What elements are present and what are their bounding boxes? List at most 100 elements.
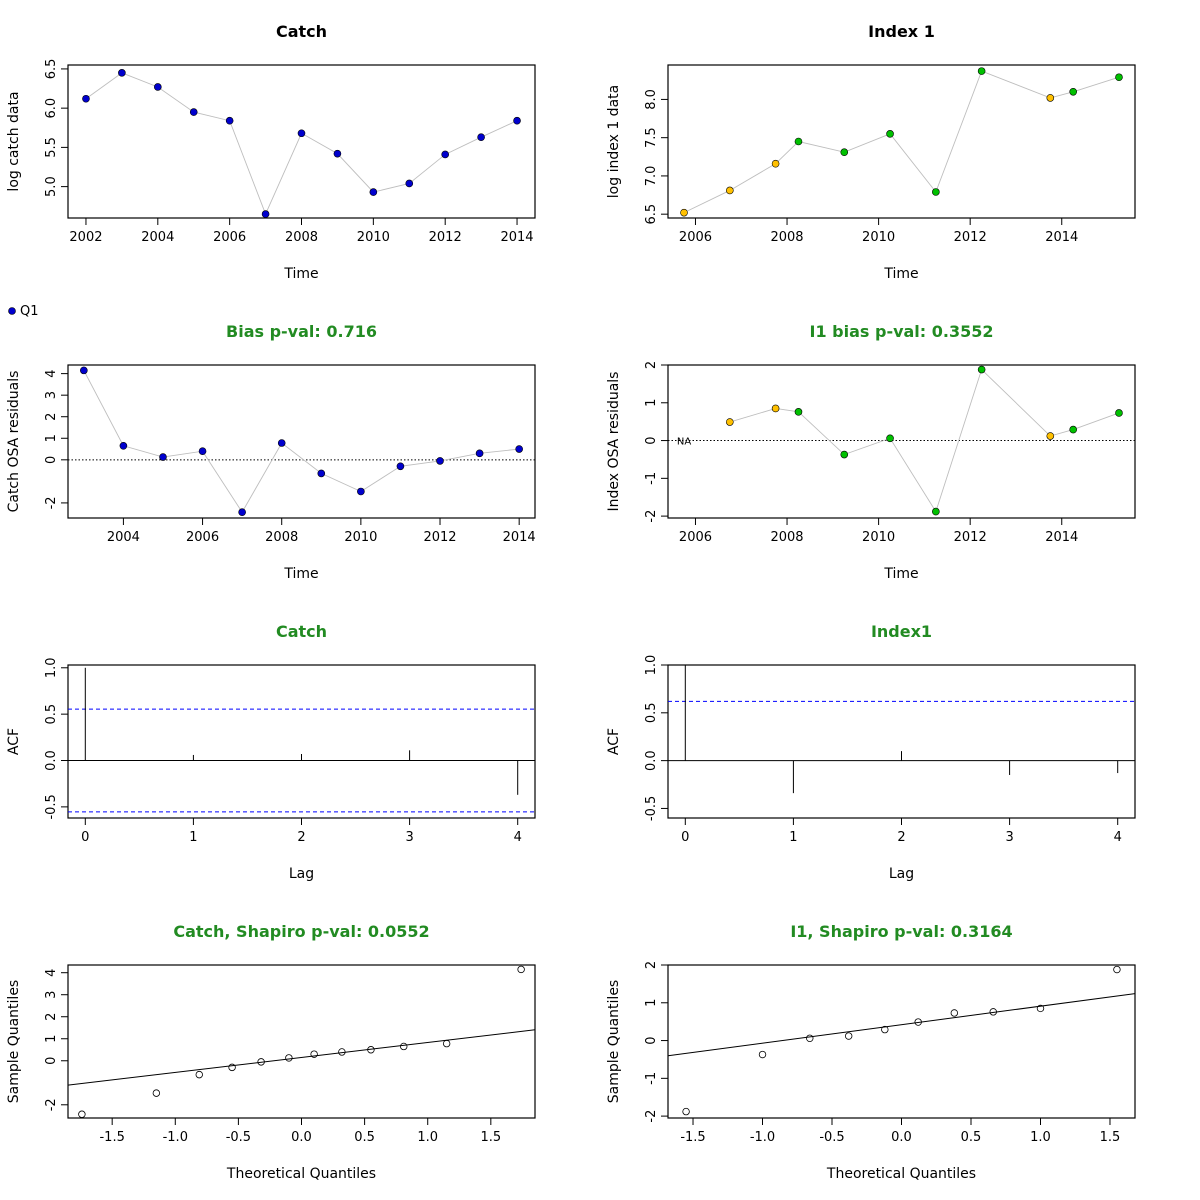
data-point xyxy=(369,188,378,196)
panel-title: Index1 xyxy=(871,622,932,641)
data-point xyxy=(367,1046,375,1054)
x-axis-label: Lag xyxy=(289,866,314,882)
data-point xyxy=(1115,73,1123,82)
data-point xyxy=(238,508,246,516)
x-tick-label: 2008 xyxy=(285,230,318,245)
y-axis-label: ACF xyxy=(6,728,22,755)
y-tick-label: 2 xyxy=(644,961,659,969)
data-point xyxy=(517,965,525,974)
data-point xyxy=(338,1048,346,1056)
x-tick-label: 0 xyxy=(681,830,689,845)
x-axis-label: Time xyxy=(283,266,318,282)
x-axis-label: Theoretical Quantiles xyxy=(826,1166,976,1182)
data-layer xyxy=(668,665,1135,794)
data-point xyxy=(118,69,126,77)
y-tick-label: 2 xyxy=(644,361,659,369)
data-point xyxy=(189,108,198,116)
x-tick-label: 2006 xyxy=(679,530,712,545)
data-point xyxy=(680,208,688,217)
y-tick-label: 1 xyxy=(44,1035,59,1043)
x-tick-label: 2010 xyxy=(357,230,390,245)
x-tick-label: 2014 xyxy=(500,230,533,245)
x-tick-label: -1.5 xyxy=(680,1130,705,1145)
data-point xyxy=(1036,1004,1045,1013)
x-tick-label: 0.5 xyxy=(354,1130,375,1145)
y-tick-label: 0 xyxy=(44,1057,59,1065)
y-tick-label: 0.0 xyxy=(44,750,59,771)
data-point xyxy=(82,94,90,103)
data-point xyxy=(1046,432,1055,440)
x-tick-label: -0.5 xyxy=(819,1130,844,1145)
x-axis-label: Time xyxy=(883,266,918,282)
na-label: NA xyxy=(677,437,691,448)
x-axis-label: Time xyxy=(883,566,918,582)
plot-frame xyxy=(67,364,536,519)
plot-frame xyxy=(667,664,1136,819)
panel-title: Catch xyxy=(276,622,327,641)
data-point xyxy=(950,1009,959,1017)
x-tick-label: 3 xyxy=(1005,830,1013,845)
data-point xyxy=(285,1054,293,1062)
panel-title: I1, Shapiro p-val: 0.3164 xyxy=(790,922,1012,941)
x-tick-label: -0.5 xyxy=(226,1130,251,1145)
data-point xyxy=(152,1089,161,1097)
x-tick-label: 4 xyxy=(514,830,522,845)
data-point xyxy=(914,1018,922,1026)
data-point xyxy=(310,1050,318,1058)
data-point xyxy=(932,188,940,196)
series-line xyxy=(683,70,1120,214)
x-tick-label: 2014 xyxy=(1045,230,1078,245)
data-point xyxy=(886,130,894,138)
x-tick-label: 0.0 xyxy=(291,1130,312,1145)
data-layer xyxy=(68,366,535,516)
y-tick-label: 1 xyxy=(44,434,59,442)
data-point xyxy=(257,1058,265,1066)
data-point xyxy=(277,439,286,447)
data-point xyxy=(297,129,306,138)
panel-catch-acf: Catch 0 1 2 3 4 -0.5 0.0 0.5 1.0 Lag ACF xyxy=(6,622,536,882)
y-tick-label: 4 xyxy=(44,969,59,977)
y-axis-label: Catch OSA residuals xyxy=(6,371,22,513)
data-point xyxy=(515,445,523,453)
y-tick-label: 1 xyxy=(644,399,659,407)
data-point xyxy=(806,1034,814,1042)
x-tick-label: 0 xyxy=(81,830,89,845)
data-layer: NA xyxy=(668,365,1135,516)
data-point xyxy=(881,1025,889,1034)
data-point xyxy=(840,148,849,157)
y-tick-label: 1 xyxy=(644,999,659,1007)
y-tick-label: -2 xyxy=(44,1098,59,1111)
x-tick-label: -1.0 xyxy=(750,1130,775,1145)
data-point xyxy=(794,408,803,416)
data-point xyxy=(80,366,88,375)
plot-frame xyxy=(67,964,536,1119)
x-tick-label: 2008 xyxy=(770,530,803,545)
panel-title: I1 bias p-val: 0.3552 xyxy=(810,322,994,341)
x-tick-label: 1.5 xyxy=(480,1130,501,1145)
data-layer xyxy=(82,69,521,218)
y-tick-label: 0.0 xyxy=(644,750,659,771)
y-axis-label: log index 1 data xyxy=(606,85,622,198)
data-point xyxy=(442,1039,451,1048)
data-point xyxy=(513,116,521,125)
x-tick-label: 2004 xyxy=(107,530,140,545)
y-axis-label: Sample Quantiles xyxy=(606,980,622,1103)
data-point xyxy=(477,133,485,141)
x-tick-label: 2006 xyxy=(213,230,246,245)
data-point xyxy=(333,149,342,158)
plot-frame xyxy=(67,664,536,819)
data-point xyxy=(726,186,734,195)
data-layer xyxy=(680,67,1123,217)
x-tick-label: -1.5 xyxy=(99,1130,124,1145)
panel-title: Catch, Shapiro p-val: 0.0552 xyxy=(173,922,429,941)
panel-catch-qq: Catch, Shapiro p-val: 0.0552 -1.5 -1.0 -0.5… xyxy=(6,922,536,1182)
x-axis-label: Time xyxy=(283,566,318,582)
series-line xyxy=(729,368,1120,513)
y-tick-label: 2 xyxy=(44,413,59,421)
data-point xyxy=(977,67,986,75)
data-point xyxy=(475,449,484,458)
panel-title: Catch xyxy=(276,22,327,41)
data-point xyxy=(317,469,326,478)
x-tick-label: 1.5 xyxy=(1100,1130,1121,1145)
